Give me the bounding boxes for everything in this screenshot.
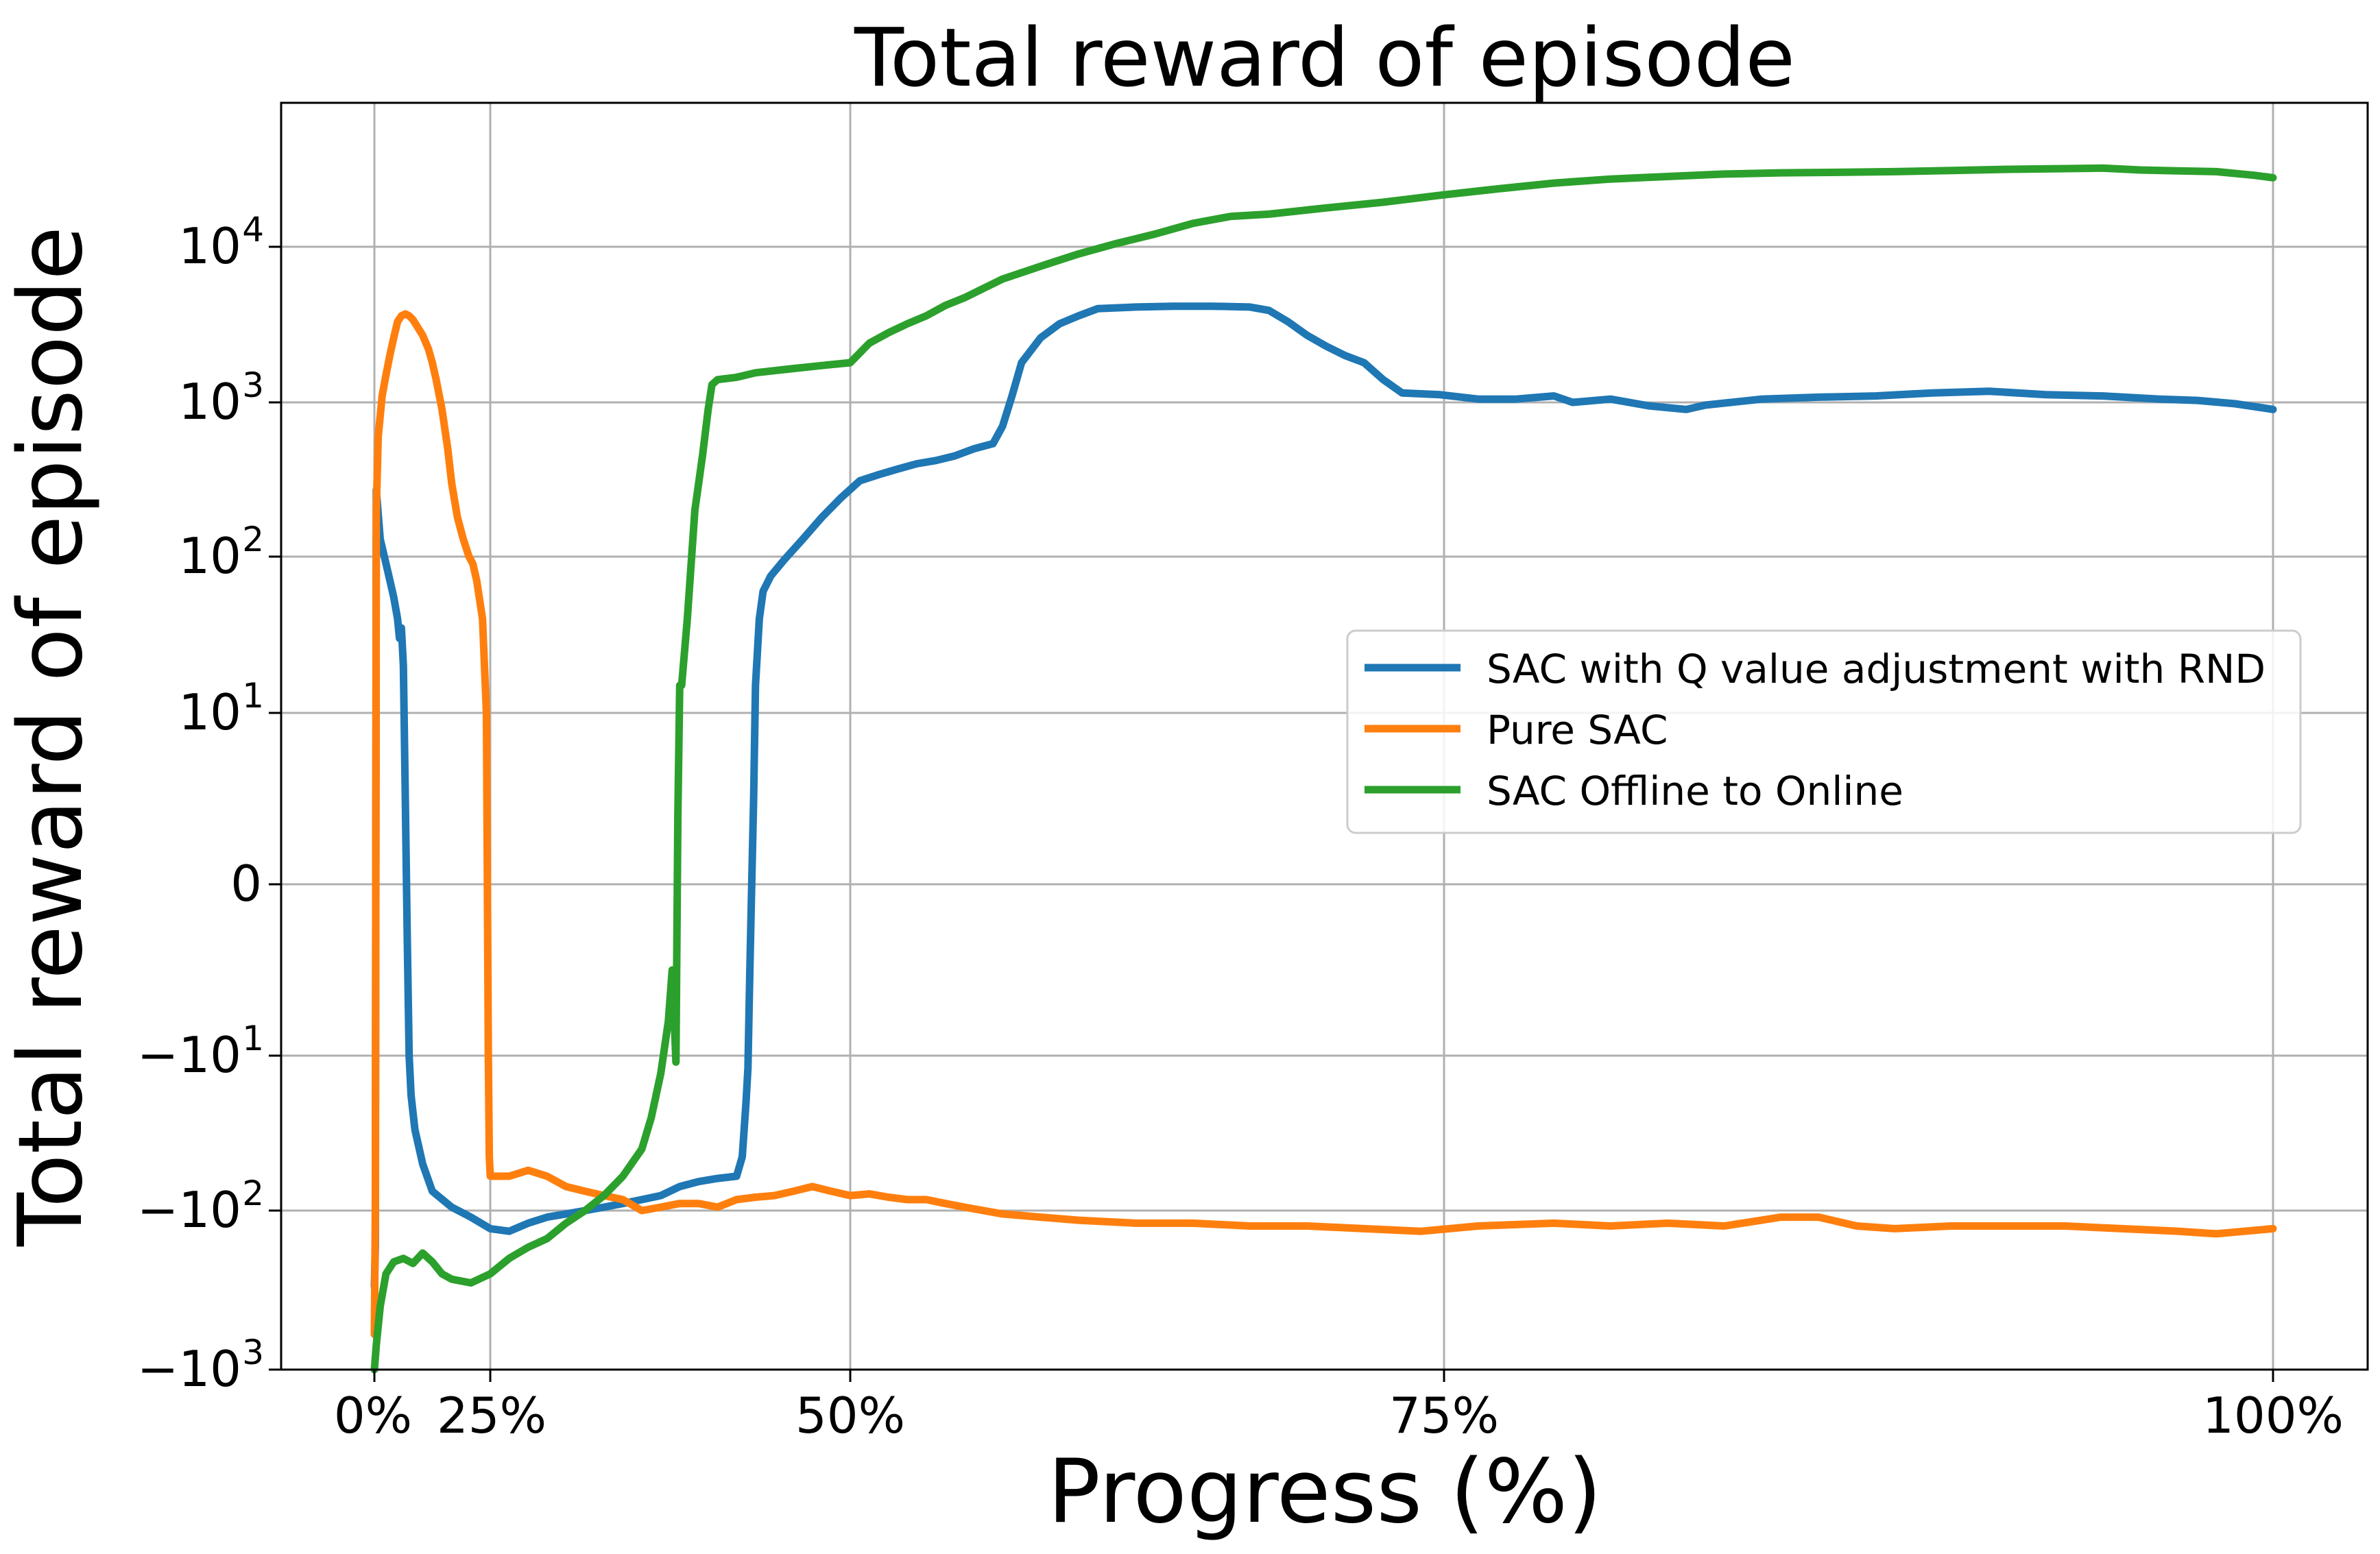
y-tick-exponent: 3 [242,365,264,405]
legend-box [1346,629,2302,834]
legend: SAC with Q value adjustment with RND Pure… [1346,629,2302,834]
y-tick-label: 0 [230,855,262,912]
series-line-2 [370,164,2277,1374]
y-tick-label: 10 [178,373,241,430]
y-tick-exponent: 2 [242,1174,264,1213]
series-line-0 [370,302,2277,1291]
series-layer [370,164,2277,1374]
y-tick-label: −10 [137,1026,241,1084]
x-tick-label: 100% [2202,1387,2344,1444]
plot-frame [280,101,2369,1371]
legend-label-1: Pure SAC [1487,707,1668,753]
y-tick-label: 10 [178,217,241,275]
x-tick-label: 25% [437,1387,546,1444]
y-tick-exponent: 3 [242,1333,264,1372]
y-tick-label: 10 [178,527,241,585]
y-tick-label: 10 [178,683,241,741]
x-tick-label: 75% [1389,1387,1499,1444]
y-tick-label: −10 [137,1340,241,1398]
y-tick-exponent: 1 [242,676,264,716]
x-tick-label: 50% [795,1387,905,1444]
x-tick-label: 0% [334,1387,412,1444]
chart-title: Total reward of episode [854,10,1795,105]
y-tick-label: −10 [137,1181,241,1239]
x-axis-label: Progress (%) [1048,1441,1602,1543]
y-tick-exponent: 1 [242,1019,264,1058]
y-axis-label: Total reward of episode [0,226,102,1247]
series-line-1 [370,310,2277,1338]
y-tick-exponent: 4 [242,210,264,250]
legend-label-0: SAC with Q value adjustment with RND [1487,646,2265,692]
legend-label-2: SAC Offline to Online [1487,768,1903,814]
y-tick-exponent: 2 [242,520,264,559]
